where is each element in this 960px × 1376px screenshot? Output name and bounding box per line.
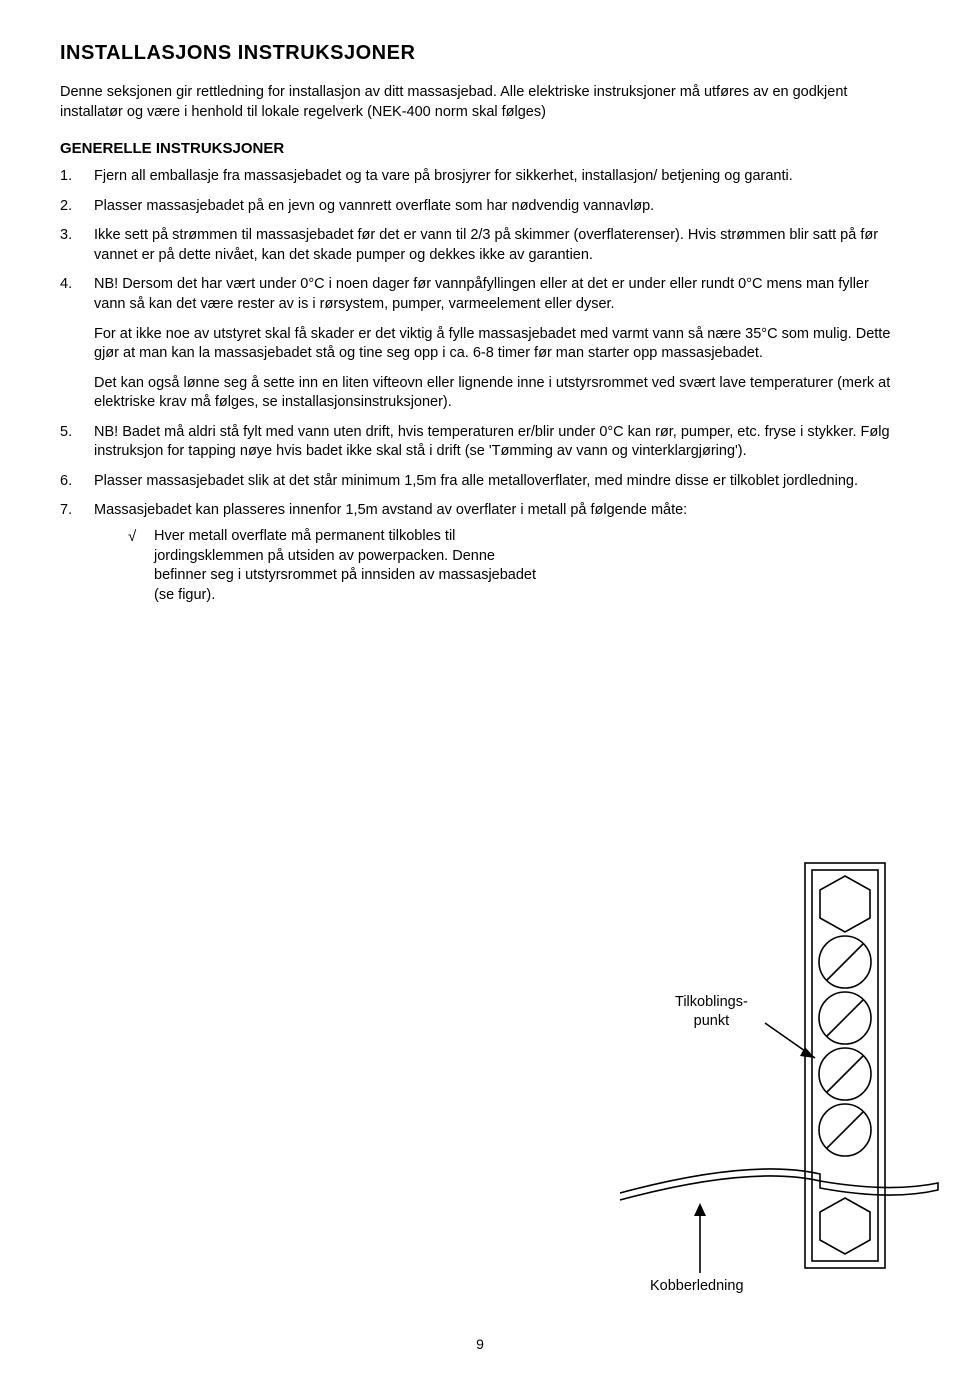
list-item: Ikke sett på strømmen til massasjebadet … <box>60 226 900 265</box>
list-item-text: NB! Badet må aldri stå fylt med vann ute… <box>94 424 890 460</box>
figure-label-kobberledning: Kobberledning <box>650 1278 744 1294</box>
grounding-bar-svg <box>550 858 940 1318</box>
page-number: 9 <box>0 1336 960 1352</box>
intro-paragraph: Denne seksjonen gir rettledning for inst… <box>60 83 900 122</box>
list-item: NB! Dersom det har vært under 0°C i noen… <box>60 275 900 412</box>
subheading: GENERELLE INSTRUKSJONER <box>60 140 900 157</box>
list-item: Fjern all emballasje fra massasjebadet o… <box>60 167 900 187</box>
list-item-text: Fjern all emballasje fra massasjebadet o… <box>94 168 793 184</box>
sublist-item: Hver metall overflate må permanent tilko… <box>128 527 548 605</box>
page-title: INSTALLASJONS INSTRUKSJONER <box>60 42 900 65</box>
sub-paragraph: Det kan også lønne seg å sette inn en li… <box>94 374 900 413</box>
grounding-bar-figure: Tilkoblings-punkt Kobberledning <box>550 858 940 1318</box>
list-item-text: Plasser massasjebadet slik at det står m… <box>94 473 858 489</box>
list-item: Plasser massasjebadet slik at det står m… <box>60 472 900 492</box>
sub-paragraph: For at ikke noe av utstyret skal få skad… <box>94 325 900 364</box>
list-item-text: Massasjebadet kan plasseres innenfor 1,5… <box>94 502 687 518</box>
list-item-text: Plasser massasjebadet på en jevn og vann… <box>94 198 654 214</box>
instructions-list: Fjern all emballasje fra massasjebadet o… <box>60 167 900 605</box>
list-item: NB! Badet må aldri stå fylt med vann ute… <box>60 423 900 462</box>
list-item-text: NB! Dersom det har vært under 0°C i noen… <box>94 276 869 312</box>
list-item: Plasser massasjebadet på en jevn og vann… <box>60 197 900 217</box>
checkmark-sublist: Hver metall overflate må permanent tilko… <box>94 527 900 605</box>
list-item-text: Ikke sett på strømmen til massasjebadet … <box>94 227 878 263</box>
figure-label-tilkoblingspunkt: Tilkoblings-punkt <box>675 993 748 1031</box>
list-item: Massasjebadet kan plasseres innenfor 1,5… <box>60 501 900 605</box>
